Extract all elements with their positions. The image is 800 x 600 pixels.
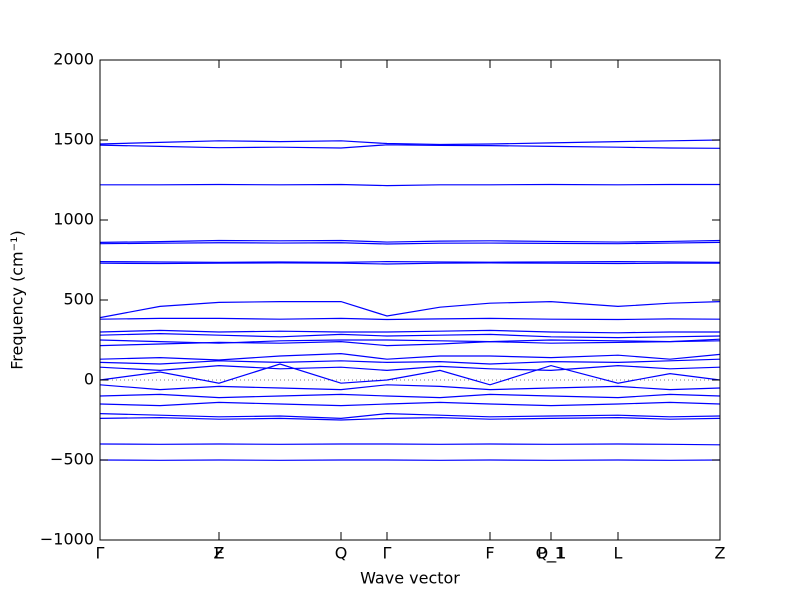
band-line <box>100 183 720 187</box>
x-tick-label: Z <box>715 544 726 563</box>
band-line <box>99 241 721 245</box>
x-tick-label: F <box>214 544 223 563</box>
band-line <box>99 393 721 399</box>
band-line <box>99 332 721 339</box>
x-axis-label: Wave vector <box>360 569 460 588</box>
x-tick-label: Γ <box>383 544 392 563</box>
band-line <box>99 364 721 372</box>
band-line <box>99 239 721 243</box>
band-line <box>99 443 721 446</box>
band-line <box>99 144 721 149</box>
band-line <box>99 329 720 334</box>
x-tick-label: Q <box>335 544 348 563</box>
band-line <box>99 300 721 319</box>
y-tick-label: 1500 <box>53 130 94 149</box>
band-line <box>99 412 721 420</box>
y-tick-label: −500 <box>50 450 94 469</box>
y-tick-label: −1000 <box>40 530 94 549</box>
y-tick-label: 1000 <box>53 210 94 229</box>
band-line <box>99 340 721 347</box>
x-tick-label: Γ <box>96 544 105 563</box>
y-axis-label: Frequency (cm⁻¹) <box>8 230 27 369</box>
band-line <box>99 416 721 421</box>
band-line <box>99 358 721 365</box>
y-tick-label: 2000 <box>53 50 94 69</box>
x-tick-label: Q_1 <box>536 544 567 564</box>
band-line <box>99 401 721 407</box>
x-tick-label: L <box>614 544 623 563</box>
x-tick-label: Z <box>214 544 225 563</box>
x-tick-label: F <box>485 544 494 563</box>
band-line <box>99 352 721 361</box>
y-tick-label: 500 <box>63 290 94 309</box>
band-line <box>99 139 721 146</box>
band-line <box>99 363 721 386</box>
band-line <box>99 262 720 265</box>
x-tick-label: P_1 <box>537 544 565 564</box>
plot-frame <box>99 59 721 541</box>
band-line <box>99 384 721 391</box>
band-line <box>99 317 721 321</box>
band-line <box>99 260 721 264</box>
y-tick-label: 0 <box>84 370 94 389</box>
